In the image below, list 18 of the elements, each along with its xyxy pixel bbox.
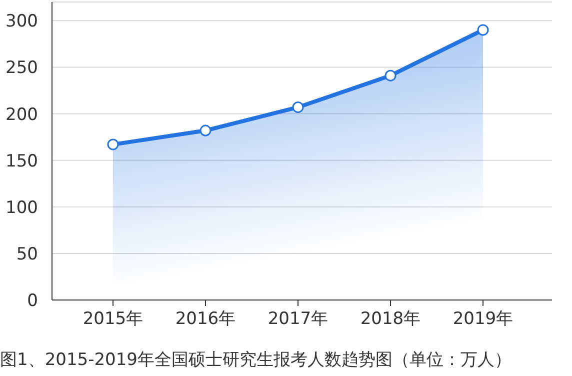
- y-tick-label: 50: [16, 244, 38, 264]
- point: [384, 70, 396, 82]
- y-tick-label: 100: [6, 198, 38, 218]
- y-tick-label: 150: [6, 151, 38, 172]
- y-tick-label: 0: [27, 291, 38, 312]
- x-tick-label: 2015年: [82, 309, 144, 330]
- point: [477, 24, 489, 36]
- y-tick-label: 200: [6, 104, 38, 125]
- x-tick-label: 2018年: [360, 309, 421, 330]
- y-tick-label: 300: [6, 12, 38, 32]
- x-tick-label: 2017年: [268, 309, 328, 330]
- point: [292, 101, 304, 113]
- point: [200, 124, 212, 136]
- x-tick-label: 2016年: [175, 309, 236, 330]
- point: [107, 138, 119, 150]
- y-tick-label: 250: [6, 58, 38, 78]
- caption: 图1、2015-2019年全国硕士研究生报考人数趋势图（单位：万人）: [0, 349, 512, 371]
- x-tick-label: 2019年: [452, 309, 514, 330]
